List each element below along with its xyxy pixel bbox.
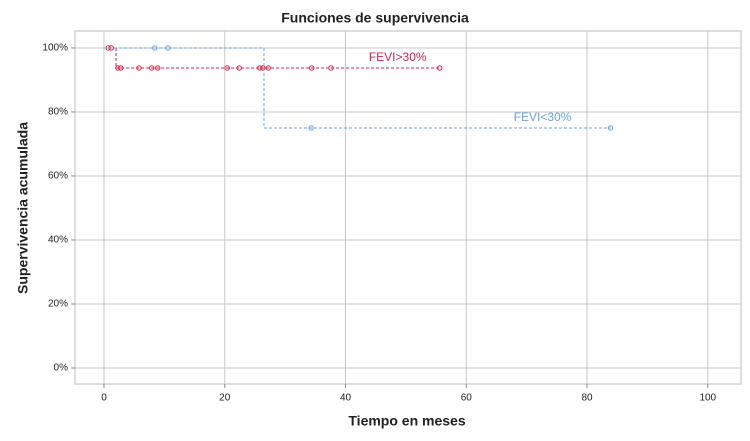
y-tick-label: 0%	[54, 363, 69, 374]
censor-mark	[308, 65, 315, 71]
x-axis-title: Tiempo en meses	[348, 413, 465, 429]
chart-title: Funciones de supervivencia	[281, 10, 469, 26]
censor-mark	[436, 65, 443, 71]
series-label: FEVI>30%	[369, 50, 427, 64]
y-tick-label: 60%	[48, 171, 68, 182]
censor-mark	[224, 65, 230, 71]
censor-mark	[265, 65, 271, 71]
x-tick-label: 40	[340, 393, 352, 404]
censor-mark	[236, 65, 242, 71]
censor-mark	[257, 65, 263, 71]
y-tick-label: 40%	[48, 235, 68, 246]
y-tick-label: 20%	[48, 299, 68, 310]
censor-mark	[308, 125, 314, 131]
y-axis-title: Supervivencia acumulada	[15, 122, 31, 294]
censor-mark	[115, 65, 121, 71]
censor-mark	[260, 65, 266, 71]
censor-mark	[607, 125, 614, 131]
censor-mark	[328, 65, 334, 71]
x-tick-label: 0	[101, 393, 107, 404]
y-tick-label: 80%	[48, 107, 68, 118]
censor-mark	[155, 65, 161, 71]
censor-mark	[152, 45, 158, 51]
x-tick-label: 100	[699, 393, 716, 404]
x-tick-label: 80	[581, 393, 593, 404]
x-tick-label: 60	[461, 393, 473, 404]
censor-mark	[148, 65, 155, 71]
censor-mark	[165, 45, 171, 51]
y-tick-label: 100%	[42, 43, 68, 54]
censor-mark	[118, 65, 124, 71]
x-tick-label: 20	[219, 393, 231, 404]
plot-area	[74, 30, 742, 385]
censor-mark	[136, 65, 142, 71]
series-label: FEVI<30%	[514, 110, 572, 124]
